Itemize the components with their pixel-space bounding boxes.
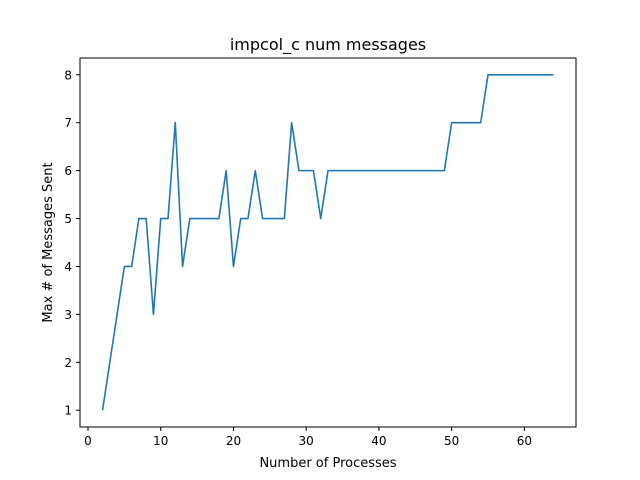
x-tick-label: 60 (517, 434, 532, 448)
y-tick-label: 5 (64, 212, 72, 226)
y-tick-label: 6 (64, 164, 72, 178)
x-tick-label: 20 (226, 434, 241, 448)
x-tick-label: 30 (299, 434, 314, 448)
chart-title: impcol_c num messages (230, 35, 426, 55)
y-tick-label: 1 (64, 404, 72, 418)
y-axis-ticks: 1 2 3 4 5 6 7 8 (64, 68, 80, 417)
y-tick-label: 3 (64, 308, 72, 322)
x-axis-ticks: 0 10 20 30 40 50 60 (84, 427, 532, 448)
y-tick-label: 7 (64, 116, 72, 130)
series-group (103, 75, 554, 410)
y-tick-label: 8 (64, 68, 72, 82)
x-tick-label: 50 (444, 434, 459, 448)
plot-frame (80, 58, 576, 427)
x-axis-label: Number of Processes (259, 456, 396, 471)
y-axis-label: Max # of Messages Sent (41, 162, 56, 322)
x-tick-label: 10 (153, 434, 168, 448)
x-tick-label: 0 (84, 434, 92, 448)
y-tick-label: 2 (64, 356, 72, 370)
x-tick-label: 40 (371, 434, 386, 448)
y-tick-label: 4 (64, 260, 72, 274)
series-line (103, 75, 554, 410)
